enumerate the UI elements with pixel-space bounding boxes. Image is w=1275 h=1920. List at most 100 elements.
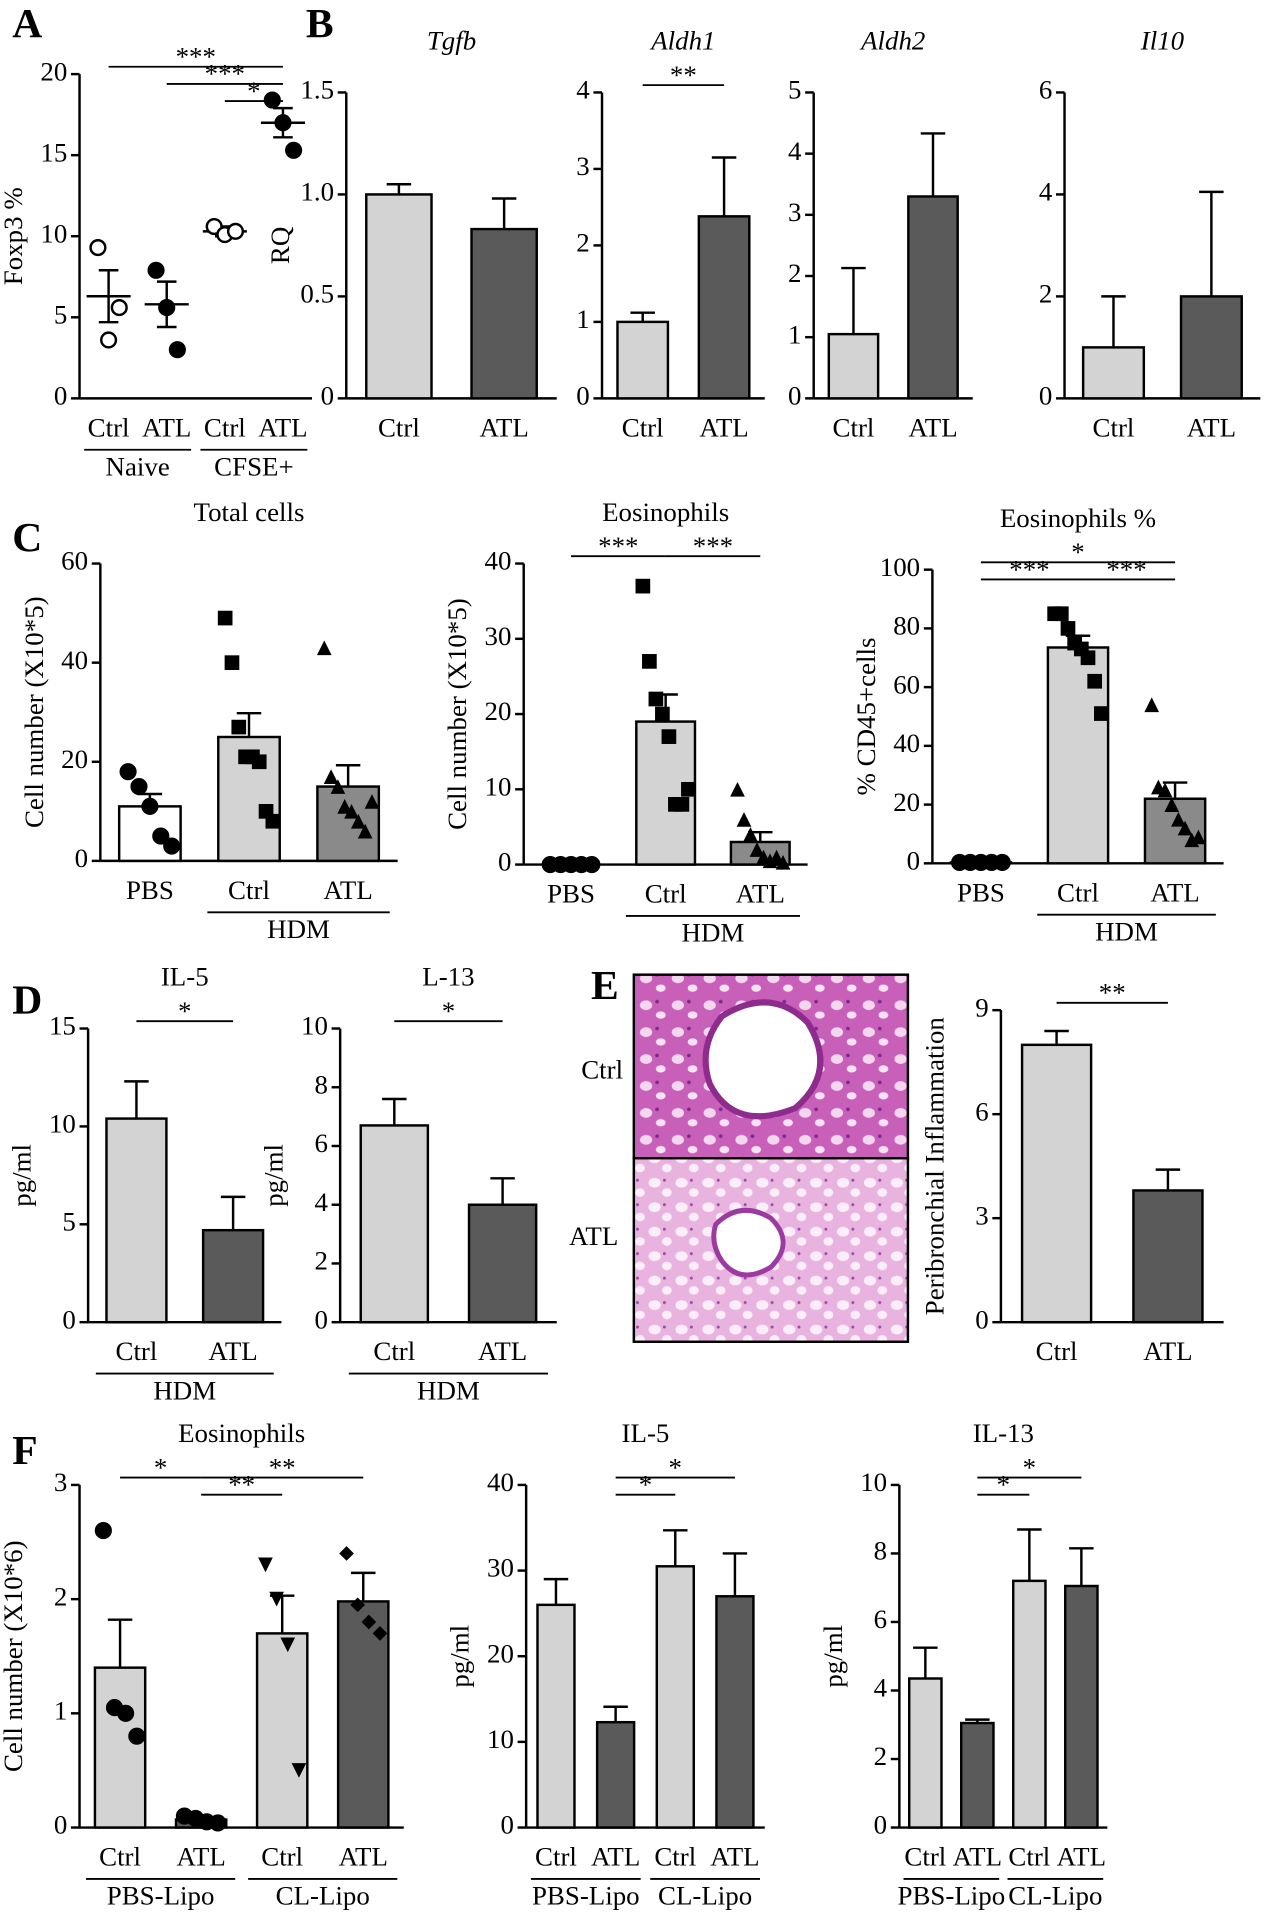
x-tick-label: ATL	[323, 875, 372, 905]
significance-label: ***	[1106, 554, 1146, 584]
data-point	[117, 1704, 135, 1722]
bar	[960, 1721, 995, 1829]
y-tick-label: 0	[54, 1810, 67, 1840]
data-point	[291, 1763, 307, 1778]
data-point	[217, 610, 233, 626]
y-tick-label: 40	[485, 546, 512, 576]
data-point	[141, 797, 159, 815]
y-tick-label: 20	[487, 1638, 514, 1668]
group-label: HDM	[682, 918, 745, 948]
group-label: CL-Lipo	[658, 1881, 752, 1911]
data-point	[364, 794, 380, 809]
y-tick-label: 4	[788, 136, 802, 166]
data-point	[1171, 811, 1186, 827]
y-axis-label: Cell number (X10*5)	[442, 598, 472, 830]
group-label: PBS-Lipo	[898, 1881, 1006, 1911]
bar	[93, 1666, 147, 1829]
y-tick-label: 40	[487, 1467, 514, 1497]
data-point	[316, 640, 332, 656]
y-tick-label: 3	[788, 197, 801, 227]
y-tick-label: 6	[1039, 75, 1052, 105]
data-point	[583, 855, 601, 874]
x-tick-label: Ctrl	[373, 1336, 415, 1366]
x-tick-label: ATL	[176, 1842, 225, 1872]
chart-title: IL-5	[161, 962, 209, 992]
group-label: HDM	[153, 1375, 216, 1405]
y-tick-label: 60	[893, 669, 920, 699]
data-point	[251, 754, 267, 770]
y-tick-label: 5	[788, 75, 801, 105]
y-tick-label: 0	[907, 846, 920, 876]
group-label: PBS-Lipo	[532, 1881, 640, 1911]
data-point	[775, 854, 791, 870]
data-point	[231, 719, 247, 735]
bar	[105, 1117, 168, 1324]
y-tick-label: 60	[61, 546, 88, 576]
bar	[715, 1595, 755, 1829]
panel-letter: E	[591, 962, 619, 1008]
y-tick-label: 10	[487, 1724, 514, 1754]
panel-letter: C	[12, 514, 42, 560]
x-tick-label: Ctrl	[116, 1336, 158, 1366]
y-tick-label: 2	[788, 258, 801, 288]
data-point	[339, 1546, 354, 1561]
image-label: ATL	[569, 1221, 618, 1251]
chart-title: Tgfb	[427, 26, 476, 56]
chart-title: L-13	[422, 962, 474, 992]
data-point	[1164, 797, 1180, 812]
y-tick-label: 10	[485, 771, 512, 801]
data-point	[1094, 706, 1109, 721]
x-tick-label: ATL	[953, 1842, 1002, 1872]
x-tick-label: Ctrl	[228, 875, 270, 905]
data-point	[110, 299, 128, 317]
data-point	[357, 823, 373, 839]
y-tick-label: 10	[49, 1109, 76, 1139]
airway	[711, 1207, 786, 1278]
panel-letter: F	[12, 1427, 37, 1473]
panel-letter: B	[306, 0, 334, 46]
data-point	[1191, 829, 1206, 845]
y-tick-label: 0	[314, 1304, 327, 1334]
x-tick-label: ATL	[1187, 412, 1236, 442]
data-point	[648, 691, 664, 707]
bar	[1064, 1584, 1099, 1829]
data-point	[661, 729, 677, 744]
y-tick-label: 8	[314, 1069, 327, 1099]
data-point	[128, 1727, 146, 1745]
bar	[595, 1720, 636, 1829]
x-tick-label: ATL	[736, 879, 785, 909]
y-tick-label: 15	[49, 1011, 76, 1041]
bar	[316, 785, 381, 863]
significance-label: *	[669, 1452, 682, 1482]
group-label: CL-Lipo	[1008, 1881, 1102, 1911]
y-tick-label: 0	[576, 381, 589, 411]
y-tick-label: 0	[75, 843, 88, 873]
bar	[697, 215, 751, 400]
y-tick-label: 4	[576, 75, 590, 105]
x-tick-label: ATL	[478, 1336, 527, 1366]
data-point	[209, 1814, 227, 1832]
data-point	[323, 769, 339, 784]
significance-label: *	[997, 1470, 1010, 1500]
bar	[359, 1124, 430, 1324]
bar	[1081, 346, 1146, 400]
data-point	[163, 837, 181, 855]
data-point	[635, 578, 651, 594]
y-axis-label: Foxp3 %	[0, 187, 28, 285]
chart-title: Aldh2	[859, 26, 925, 56]
x-tick-label: Ctrl	[1093, 412, 1135, 442]
chart-title: Il10	[1140, 26, 1185, 56]
x-tick-label: ATL	[1057, 1842, 1106, 1872]
chart-title: Eosinophils	[178, 1418, 305, 1448]
y-tick-label: 0	[500, 1810, 513, 1840]
y-tick-label: 1	[576, 304, 589, 334]
data-point	[681, 781, 696, 797]
y-tick-label: 3	[975, 1200, 988, 1230]
y-axis-label: Cell number (X10*6)	[0, 1540, 28, 1772]
y-tick-label: 0	[498, 847, 511, 877]
data-point	[730, 781, 745, 797]
chart-title: Total cells	[194, 497, 305, 527]
x-tick-label: Ctrl	[1057, 877, 1099, 907]
